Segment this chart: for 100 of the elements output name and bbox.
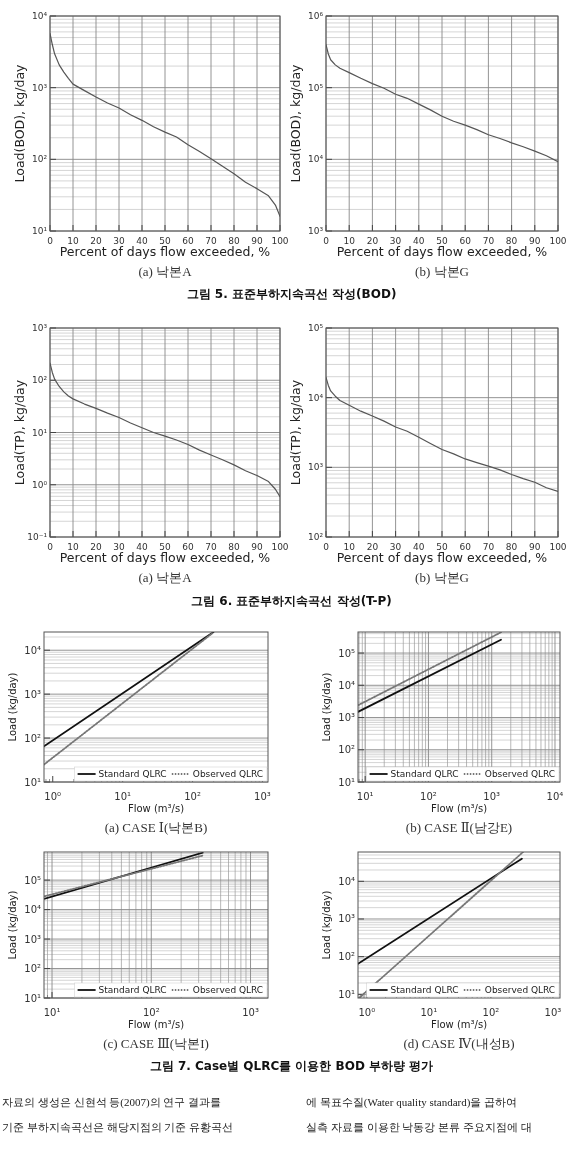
x-tick-label: 80 [505,542,518,552]
x-tick-label: 40 [136,236,148,246]
y-tick-label: 10⁵ [307,323,324,334]
y-tick-label: 10² [31,154,48,165]
x-tick-label: 20 [366,236,379,246]
x-tick-label: 10⁰ [44,791,62,802]
y-tick-label: 10⁴ [24,904,41,916]
x-tick-label: 80 [228,236,240,246]
text: 실측 자료를 이용한 낙동강 본류 주요지점에 대 [306,1121,532,1133]
x-tick-label: 60 [182,542,194,552]
y-tick-label: 10⁴ [307,154,324,165]
y-axis-title: Load (kg/day) [321,672,332,742]
x-axis-title: Percent of days flow exceeded, % [336,550,548,565]
legend-label: Observed QLRC [192,985,264,996]
x-axis-title: Flow (m³/s) [430,803,488,814]
x-tick-label: 10³ [254,791,271,802]
y-tick-label: 10³ [338,712,355,724]
y-tick-label: 10³ [31,323,48,334]
y-tick-label: 10¹ [338,988,355,1000]
y-tick-label: 10³ [31,82,48,93]
y-tick-label: 10⁻¹ [27,532,48,543]
caption: 그림 6. 표준부하지속곡선 작성(T-P) [191,594,392,608]
y-tick-label: 10² [338,951,355,963]
legend-label: Standard QLRC [390,769,459,780]
x-tick-label: 100 [549,542,567,552]
x-tick-label: 10⁰ [358,1007,376,1018]
x-tick-label: 50 [159,542,171,552]
y-tick-label: 10⁴ [307,392,324,403]
x-tick-label: 10² [142,1007,160,1018]
x-tick-label: 0 [323,236,330,246]
y-tick-label: 10³ [307,226,324,237]
caption: 그림 5. 표준부하지속곡선 작성(BOD) [186,287,397,301]
x-tick-label: 100 [271,542,289,552]
x-tick-label: 10¹ [420,1007,438,1018]
y-tick-label: 10⁴ [338,875,355,887]
text: (a) 낙본A [138,570,193,585]
y-tick-label: 10² [307,532,324,543]
x-tick-label: 0 [47,542,54,552]
text: (d) CASE Ⅳ(내성B) [403,1036,515,1051]
text: (a) CASE Ⅰ(낙본B) [104,820,208,835]
x-tick-label: 70 [205,236,217,246]
x-axis-title: Flow (m³/s) [127,1019,185,1030]
text: (b) CASE Ⅱ(남강E) [405,820,513,835]
x-tick-label: 100 [271,236,289,246]
y-tick-label: 10⁴ [338,679,355,691]
x-tick-label: 70 [205,542,217,552]
y-tick-label: 10³ [24,933,41,945]
x-tick-label: 0 [47,236,54,246]
y-tick-label: 10² [338,744,355,756]
x-tick-label: 0 [323,542,330,552]
x-tick-label: 80 [228,542,240,552]
x-tick-label: 50 [436,236,448,246]
y-tick-label: 10⁴ [24,644,41,656]
x-tick-label: 90 [251,542,263,552]
y-axis-title: Load(TP), kg/day [12,379,27,486]
x-tick-label: 90 [529,236,541,246]
x-tick-label: 90 [529,542,541,552]
x-tick-label: 10² [482,1007,500,1018]
x-tick-label: 20 [90,542,102,552]
y-tick-label: 10² [24,963,41,975]
y-tick-label: 10¹ [31,427,48,438]
y-axis-title: Load(TP), kg/day [288,379,303,486]
x-tick-label: 10 [67,236,79,246]
legend-label: Observed QLRC [484,769,556,780]
y-axis-title: Load (kg/day) [7,890,18,960]
y-axis-title: Load(BOD), kg/day [288,63,303,183]
x-tick-label: 60 [459,236,472,246]
text: (b) 낙본G [415,264,469,279]
x-tick-label: 70 [482,236,495,246]
x-tick-label: 60 [182,236,194,246]
x-tick-label: 10⁴ [546,791,564,802]
x-tick-label: 30 [113,542,125,552]
legend-label: Observed QLRC [192,769,264,780]
x-tick-label: 10¹ [114,791,132,802]
y-tick-label: 10⁵ [24,874,41,886]
y-tick-label: 10⁶ [307,11,324,22]
x-tick-label: 10² [420,791,437,802]
x-tick-label: 10 [343,542,356,552]
x-tick-label: 40 [136,542,148,552]
x-tick-label: 30 [389,542,402,552]
x-tick-label: 20 [366,542,379,552]
x-axis-title: Percent of days flow exceeded, % [59,244,271,259]
x-tick-label: 60 [459,542,472,552]
x-axis-title: Percent of days flow exceeded, % [336,244,548,259]
text: (c) CASE Ⅲ(낙본I) [103,1036,209,1051]
x-tick-label: 40 [413,542,425,552]
y-axis-title: Load (kg/day) [321,890,332,960]
x-tick-label: 40 [413,236,425,246]
x-tick-label: 90 [251,236,263,246]
y-tick-label: 10⁰ [31,479,48,490]
caption: 그림 7. Case별 QLRC를 이용한 BOD 부하량 평가 [149,1059,434,1073]
y-axis-title: Load (kg/day) [7,672,18,742]
y-tick-label: 10¹ [31,226,48,237]
legend-label: Standard QLRC [98,769,167,780]
y-tick-label: 10⁵ [338,647,355,659]
x-tick-label: 10 [343,236,356,246]
x-tick-label: 10¹ [356,791,374,802]
y-tick-label: 10² [24,732,41,744]
legend-label: Standard QLRC [390,985,459,996]
y-tick-label: 10³ [338,913,355,925]
